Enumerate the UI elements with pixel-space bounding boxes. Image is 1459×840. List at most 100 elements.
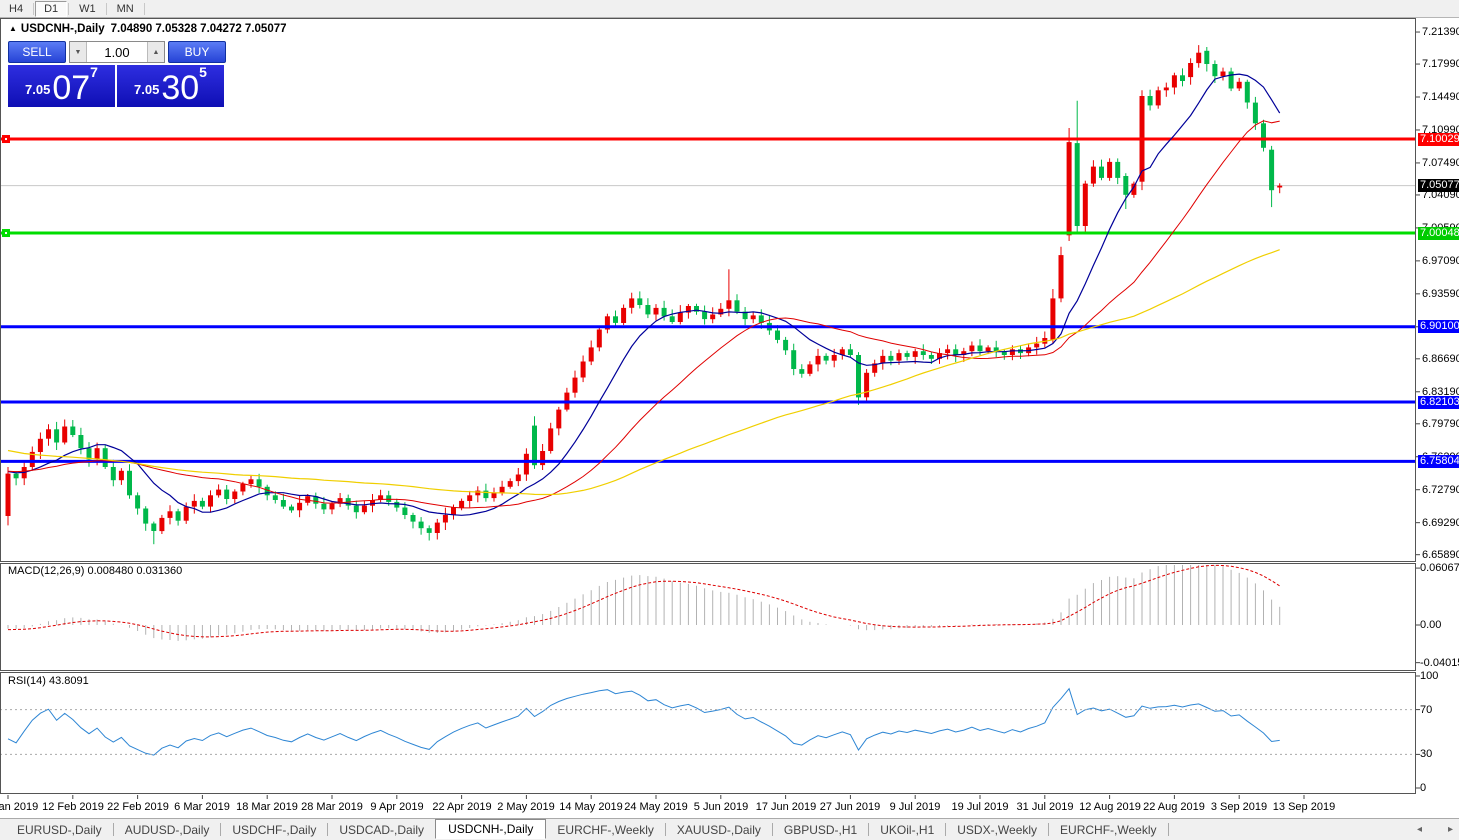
price-axis-label: 7.17990: [1422, 58, 1459, 70]
chart-tab-eurusd-daily[interactable]: EURUSD-,Daily: [17, 822, 102, 837]
price-axis-label: 6.83190: [1422, 386, 1459, 398]
price-axis-label: 6.97090: [1422, 255, 1459, 267]
price-badge: 7.10029: [1418, 133, 1459, 146]
timeframe-button-mn[interactable]: MN: [116, 2, 134, 15]
chart-tab-usdcad-daily[interactable]: USDCAD-,Daily: [339, 822, 425, 837]
price-axis-label: 6.93590: [1422, 288, 1459, 300]
tab-separator: [1167, 823, 1169, 836]
tab-separator: [664, 823, 666, 836]
rsi-axis-label: 0: [1420, 782, 1427, 794]
macd-histogram: [7, 565, 1281, 641]
sell-button[interactable]: SELL: [8, 41, 66, 63]
price-badge: 6.82103: [1418, 396, 1459, 409]
tab-separator: [112, 823, 114, 836]
date-axis-label: 3 Sep 2019: [1210, 801, 1268, 813]
date-axis-label: 22 Aug 2019: [1143, 801, 1205, 813]
chart-tab-gbpusd-h1[interactable]: GBPUSD-,H1: [783, 822, 858, 837]
timeframe-button-w1[interactable]: W1: [79, 2, 96, 15]
chart-tab-usdx-weekly[interactable]: USDX-,Weekly: [957, 822, 1038, 837]
date-axis-label: 24 May 2019: [624, 801, 688, 813]
tab-scroll-right-icon[interactable]: ▸: [1447, 824, 1453, 835]
tab-separator: [868, 823, 870, 836]
panel-frame-0: [0, 18, 1416, 562]
macd-axis-label: -0.040152: [1420, 657, 1459, 669]
macd-indicator-label: MACD(12,26,9) 0.008480 0.031360: [8, 565, 183, 577]
moving-average-60: [7, 249, 1280, 496]
chart-title: ▲ USDCNH-,Daily 7.04890 7.05328 7.04272 7.…: [9, 23, 287, 35]
date-axis-label: 12 Aug 2019: [1079, 801, 1141, 813]
chart-tab-eurchf-weekly[interactable]: EURCHF-,Weekly: [1060, 822, 1157, 837]
direction-up-icon: ▲: [9, 24, 17, 33]
tab-separator: [220, 823, 222, 836]
date-axis-label: 22 Apr 2019: [432, 801, 492, 813]
chart-tab-audusd-daily[interactable]: AUDUSD-,Daily: [124, 822, 210, 837]
tab-separator: [327, 823, 329, 836]
toolbar-separator: [143, 2, 145, 15]
price-axis-label: 6.86690: [1422, 353, 1459, 365]
one-click-trade-panel: SELL ▼ 1.00 ▲ BUY 7.05 07 7 7.05 30 5: [8, 41, 226, 107]
date-axis-label: 14 May 2019: [559, 801, 623, 813]
price-axis-label: 6.65890: [1422, 549, 1459, 561]
volume-decrease-icon[interactable]: ▼: [70, 42, 87, 62]
chart-tab-xauusd-daily[interactable]: XAUUSD-,Daily: [676, 822, 761, 837]
ask-price-prefix: 7.05: [134, 82, 160, 97]
date-axis-label: 17 Jun 2019: [755, 801, 817, 813]
macd-signal-line: [7, 564, 1280, 638]
price-axis-label: 6.69290: [1422, 517, 1459, 529]
chart-tab-ukoil-h1[interactable]: UKOil-,H1: [880, 822, 935, 837]
price-axis-label: 6.72790: [1422, 484, 1459, 496]
bid-price-pip: 7: [90, 64, 98, 80]
date-axis-label: 5 Jun 2019: [693, 801, 749, 813]
buy-button[interactable]: BUY: [168, 41, 226, 63]
panel-frame-1: [0, 563, 1416, 671]
rsi-indicator-label: RSI(14) 43.8091: [8, 675, 89, 687]
rsi-axis-label: 30: [1420, 748, 1433, 760]
date-axis-label: 9 Apr 2019: [370, 801, 424, 813]
timeframe-button-d1[interactable]: D1: [35, 0, 68, 17]
price-axis-label: 7.07490: [1422, 157, 1459, 169]
timeframe-toolbar: H4 D1 W1 MN: [0, 0, 1459, 18]
rsi-axis-label: 100: [1420, 670, 1439, 682]
price-chart-canvas[interactable]: [0, 0, 1459, 818]
toolbar-separator: [105, 2, 107, 15]
price-axis-label: 7.21390: [1422, 26, 1459, 38]
bid-price-big: 07: [52, 69, 91, 107]
tab-scroll-left-icon[interactable]: ◂: [1416, 824, 1422, 835]
date-axis-label: 9 Jul 2019: [889, 801, 941, 813]
ask-price-pip: 5: [199, 64, 207, 80]
date-axis-label: 13 Sep 2019: [1272, 801, 1336, 813]
volume-input[interactable]: 1.00: [104, 44, 130, 60]
price-axis-label: 7.04090: [1422, 189, 1459, 201]
price-badge: 6.90100: [1418, 320, 1459, 333]
tab-scroll-arrows: ◂ ▸: [1417, 824, 1453, 836]
date-axis-label: 6 Mar 2019: [174, 801, 230, 813]
moving-average-10: [7, 73, 1281, 516]
chart-tab-usdchf-daily[interactable]: USDCHF-,Daily: [232, 822, 317, 837]
rsi-line: [7, 687, 1280, 756]
date-axis-label: 31 Jul 2019: [1016, 801, 1074, 813]
chart-ohlc-values: 7.04890 7.05328 7.04272 7.05077: [110, 23, 287, 35]
date-axis-label: 22 Feb 2019: [107, 801, 169, 813]
volume-increase-icon[interactable]: ▲: [147, 42, 164, 62]
price-badge: 6.75804: [1418, 455, 1459, 468]
date-axis-label: 28 Mar 2019: [301, 801, 363, 813]
moving-average-25: [7, 120, 1280, 509]
date-axis-label: 31 Jan 2019: [0, 801, 39, 813]
chart-tab-usdcnh-daily[interactable]: USDCNH-,Daily: [435, 819, 547, 839]
chart-tab-eurchf-weekly[interactable]: EURCHF-,Weekly: [557, 822, 654, 837]
date-axis-label: 12 Feb 2019: [42, 801, 104, 813]
date-axis-label: 2 May 2019: [497, 801, 555, 813]
timeframe-button-h4[interactable]: H4: [9, 2, 24, 15]
price-axis-label: 6.79790: [1422, 418, 1459, 430]
price-badge: 7.05077: [1418, 179, 1459, 192]
bid-price-box[interactable]: 7.05 07 7: [8, 65, 115, 107]
bid-price-prefix: 7.05: [25, 82, 51, 97]
ask-price-box[interactable]: 7.05 30 5: [117, 65, 224, 107]
macd-axis-label: 0.060674: [1420, 562, 1459, 574]
chart-background: [0, 18, 1459, 818]
tab-separator: [1048, 823, 1050, 836]
macd-axis-label: 0.00: [1420, 619, 1442, 631]
date-axis-label: 27 Jun 2019: [819, 801, 881, 813]
chart-tab-bar: EURUSD-,Daily AUDUSD-,Daily USDCHF-,Daily U…: [0, 818, 1459, 840]
